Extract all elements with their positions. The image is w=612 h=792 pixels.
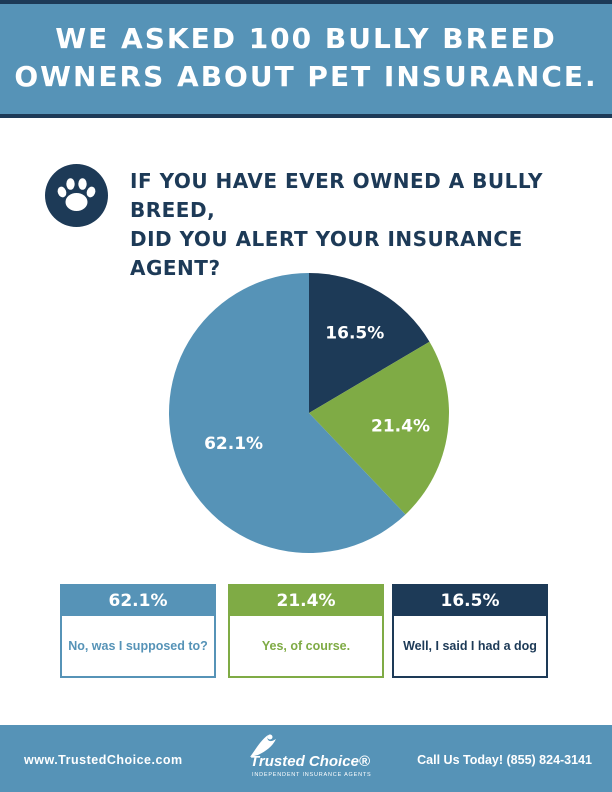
pie-slice-2 bbox=[168, 273, 406, 553]
legend-dog-text: Well, I said I had a dog bbox=[403, 639, 537, 653]
legend-no: 62.1% No, was I supposed to? bbox=[60, 584, 216, 678]
pie-slice-label-0: 16.5% bbox=[325, 324, 384, 344]
phone-number[interactable]: Call Us Today! (855) 824-3141 bbox=[417, 753, 592, 767]
pie-slice-0 bbox=[309, 273, 430, 413]
trusted-choice-logo: Trusted Choice® INDEPENDENT INSURANCE AG… bbox=[232, 731, 382, 789]
header-top-rule bbox=[0, 0, 612, 4]
question-heading: IF YOU HAVE EVER OWNED A BULLY BREED, DI… bbox=[130, 167, 590, 283]
website-link[interactable]: www.TrustedChoice.com bbox=[24, 753, 183, 767]
title-line-1: WE ASKED 100 BULLY BREED bbox=[55, 22, 557, 55]
header-banner: WE ASKED 100 BULLY BREED OWNERS ABOUT PE… bbox=[0, 0, 612, 118]
question-line-1: IF YOU HAVE EVER OWNED A BULLY BREED, bbox=[130, 169, 543, 222]
legend-dog: 16.5% Well, I said I had a dog bbox=[392, 584, 548, 678]
footer-bar: www.TrustedChoice.com Trusted Choice® IN… bbox=[0, 725, 612, 792]
legend-no-text: No, was I supposed to? bbox=[68, 639, 208, 653]
legend-yes-text: Yes, of course. bbox=[261, 639, 351, 653]
header-bottom-rule bbox=[0, 114, 612, 118]
page-title: WE ASKED 100 BULLY BREED OWNERS ABOUT PE… bbox=[0, 20, 612, 96]
legend-yes: 21.4% Yes, of course. bbox=[228, 584, 384, 678]
pie-chart: 16.5% 21.4% 62.1% bbox=[168, 273, 449, 553]
question-line-2: DID YOU ALERT YOUR INSURANCE AGENT? bbox=[130, 227, 523, 280]
paw-icon bbox=[45, 164, 108, 227]
legend-dog-value: 16.5% bbox=[394, 586, 546, 616]
title-line-2: OWNERS ABOUT PET INSURANCE. bbox=[14, 60, 598, 93]
pie-slice-label-2: 62.1% bbox=[204, 434, 263, 454]
pie-slice-1 bbox=[309, 341, 449, 515]
pie-slice-label-1: 21.4% bbox=[371, 417, 430, 437]
legend-yes-value: 21.4% bbox=[230, 586, 382, 616]
legend-no-value: 62.1% bbox=[62, 586, 214, 616]
brand-name: Trusted Choice® bbox=[250, 753, 370, 770]
eagle-icon bbox=[250, 734, 276, 757]
brand-tagline: INDEPENDENT INSURANCE AGENTS bbox=[252, 772, 372, 778]
